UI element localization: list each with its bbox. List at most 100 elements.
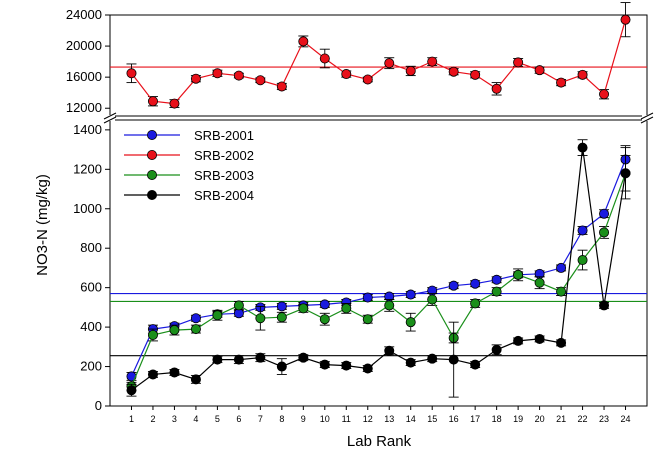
data-point-srb-2002 <box>599 89 610 100</box>
data-point-srb-2004 <box>599 300 610 311</box>
data-point-srb-2002 <box>298 36 309 47</box>
y-axis-label: NO3-N (mg/kg) <box>34 174 51 276</box>
data-point-srb-2003 <box>276 312 287 323</box>
data-point-srb-2001 <box>491 274 502 285</box>
data-point-srb-2004 <box>470 359 481 370</box>
legend-label-srb-2004: SRB-2004 <box>194 188 254 203</box>
x-tick-label: 7 <box>258 414 263 424</box>
data-point-srb-2003 <box>577 255 588 266</box>
data-point-srb-2001 <box>599 208 610 219</box>
data-point-srb-2003 <box>405 317 416 328</box>
data-point-srb-2004 <box>276 361 287 372</box>
data-point-srb-2004 <box>427 353 438 364</box>
data-point-srb-2003 <box>169 325 180 336</box>
data-point-srb-2004 <box>233 354 244 365</box>
x-tick-label: 15 <box>427 414 437 424</box>
x-tick-label: 24 <box>621 414 631 424</box>
data-point-srb-2002 <box>470 69 481 80</box>
data-point-srb-2004 <box>534 333 545 344</box>
data-point-srb-2004 <box>491 344 502 355</box>
data-point-srb-2002 <box>319 53 330 64</box>
data-point-srb-2002 <box>534 65 545 76</box>
data-point-srb-2003 <box>319 314 330 325</box>
data-point-srb-2004 <box>319 359 330 370</box>
legend-label-srb-2001: SRB-2001 <box>194 128 254 143</box>
legend-marker-srb-2004 <box>146 189 157 200</box>
lower-y-tick-label: 0 <box>95 398 102 413</box>
data-point-srb-2002 <box>620 14 631 25</box>
left-axis-break-upper <box>103 112 117 120</box>
x-tick-label: 18 <box>492 414 502 424</box>
x-tick-label: 20 <box>535 414 545 424</box>
data-point-srb-2003 <box>233 300 244 311</box>
data-point-srb-2002 <box>556 77 567 88</box>
x-tick-label: 23 <box>599 414 609 424</box>
data-point-srb-2002 <box>362 74 373 85</box>
data-point-srb-2003 <box>298 303 309 314</box>
legend-marker-srb-2003 <box>146 169 157 180</box>
data-point-srb-2004 <box>577 142 588 153</box>
data-point-srb-2003 <box>362 314 373 325</box>
upper-y-tick-label: 12000 <box>66 100 102 115</box>
data-point-srb-2002 <box>384 58 395 69</box>
series-line-srb-2003 <box>130 173 627 387</box>
data-point-srb-2001 <box>556 262 567 273</box>
data-point-srb-2002 <box>126 68 137 79</box>
upper-y-tick-label: 20000 <box>66 38 102 53</box>
data-point-srb-2004 <box>147 369 158 380</box>
data-point-srb-2001 <box>448 280 459 291</box>
data-point-srb-2004 <box>212 354 223 365</box>
left-axis-break-gap <box>105 115 115 121</box>
x-tick-label: 14 <box>406 414 416 424</box>
lower-y-tick-label: 200 <box>80 359 102 374</box>
data-point-srb-2001 <box>577 225 588 236</box>
data-point-srb-2001 <box>470 278 481 289</box>
x-tick-label: 9 <box>301 414 306 424</box>
x-tick-label: 12 <box>363 414 373 424</box>
data-point-srb-2004 <box>341 360 352 371</box>
data-point-srb-2002 <box>147 96 158 107</box>
x-tick-label: 6 <box>236 414 241 424</box>
data-point-srb-2004 <box>190 374 201 385</box>
data-point-srb-2002 <box>427 56 438 67</box>
lower-y-tick-label: 1400 <box>73 122 102 137</box>
x-tick-label: 13 <box>384 414 394 424</box>
data-point-srb-2004 <box>298 352 309 363</box>
data-point-srb-2004 <box>405 357 416 368</box>
data-point-srb-2003 <box>534 277 545 288</box>
data-point-srb-2002 <box>341 69 352 80</box>
data-point-srb-2002 <box>212 68 223 79</box>
data-point-srb-2003 <box>190 324 201 335</box>
data-point-srb-2003 <box>255 313 266 324</box>
data-point-srb-2003 <box>556 286 567 297</box>
lower-y-tick-label: 600 <box>80 280 102 295</box>
data-point-srb-2001 <box>362 292 373 303</box>
data-point-srb-2003 <box>341 303 352 314</box>
data-point-srb-2004 <box>126 385 137 396</box>
lower-y-tick-label: 800 <box>80 240 102 255</box>
legend-marker-srb-2001 <box>146 129 157 140</box>
legend-label-srb-2002: SRB-2002 <box>194 148 254 163</box>
data-point-srb-2004 <box>169 367 180 378</box>
data-point-srb-2002 <box>577 69 588 80</box>
x-tick-label: 2 <box>150 414 155 424</box>
data-point-srb-2004 <box>513 335 524 346</box>
data-point-srb-2003 <box>599 227 610 238</box>
data-point-srb-2002 <box>448 66 459 77</box>
x-tick-label: 3 <box>172 414 177 424</box>
data-point-srb-2003 <box>212 310 223 321</box>
lower-panel-frame <box>109 119 648 407</box>
lower-y-tick-label: 1200 <box>73 161 102 176</box>
data-point-srb-2002 <box>491 83 502 94</box>
legend-marker-srb-2002 <box>146 149 157 160</box>
data-point-srb-2001 <box>405 289 416 300</box>
x-tick-label: 11 <box>342 414 351 424</box>
x-tick-label: 22 <box>578 414 588 424</box>
data-point-srb-2004 <box>384 345 395 356</box>
data-point-srb-2001 <box>276 301 287 312</box>
lower-y-tick-label: 400 <box>80 319 102 334</box>
data-point-srb-2003 <box>470 298 481 309</box>
data-point-srb-2002 <box>169 98 180 109</box>
series-line-srb-2002 <box>131 19 627 105</box>
